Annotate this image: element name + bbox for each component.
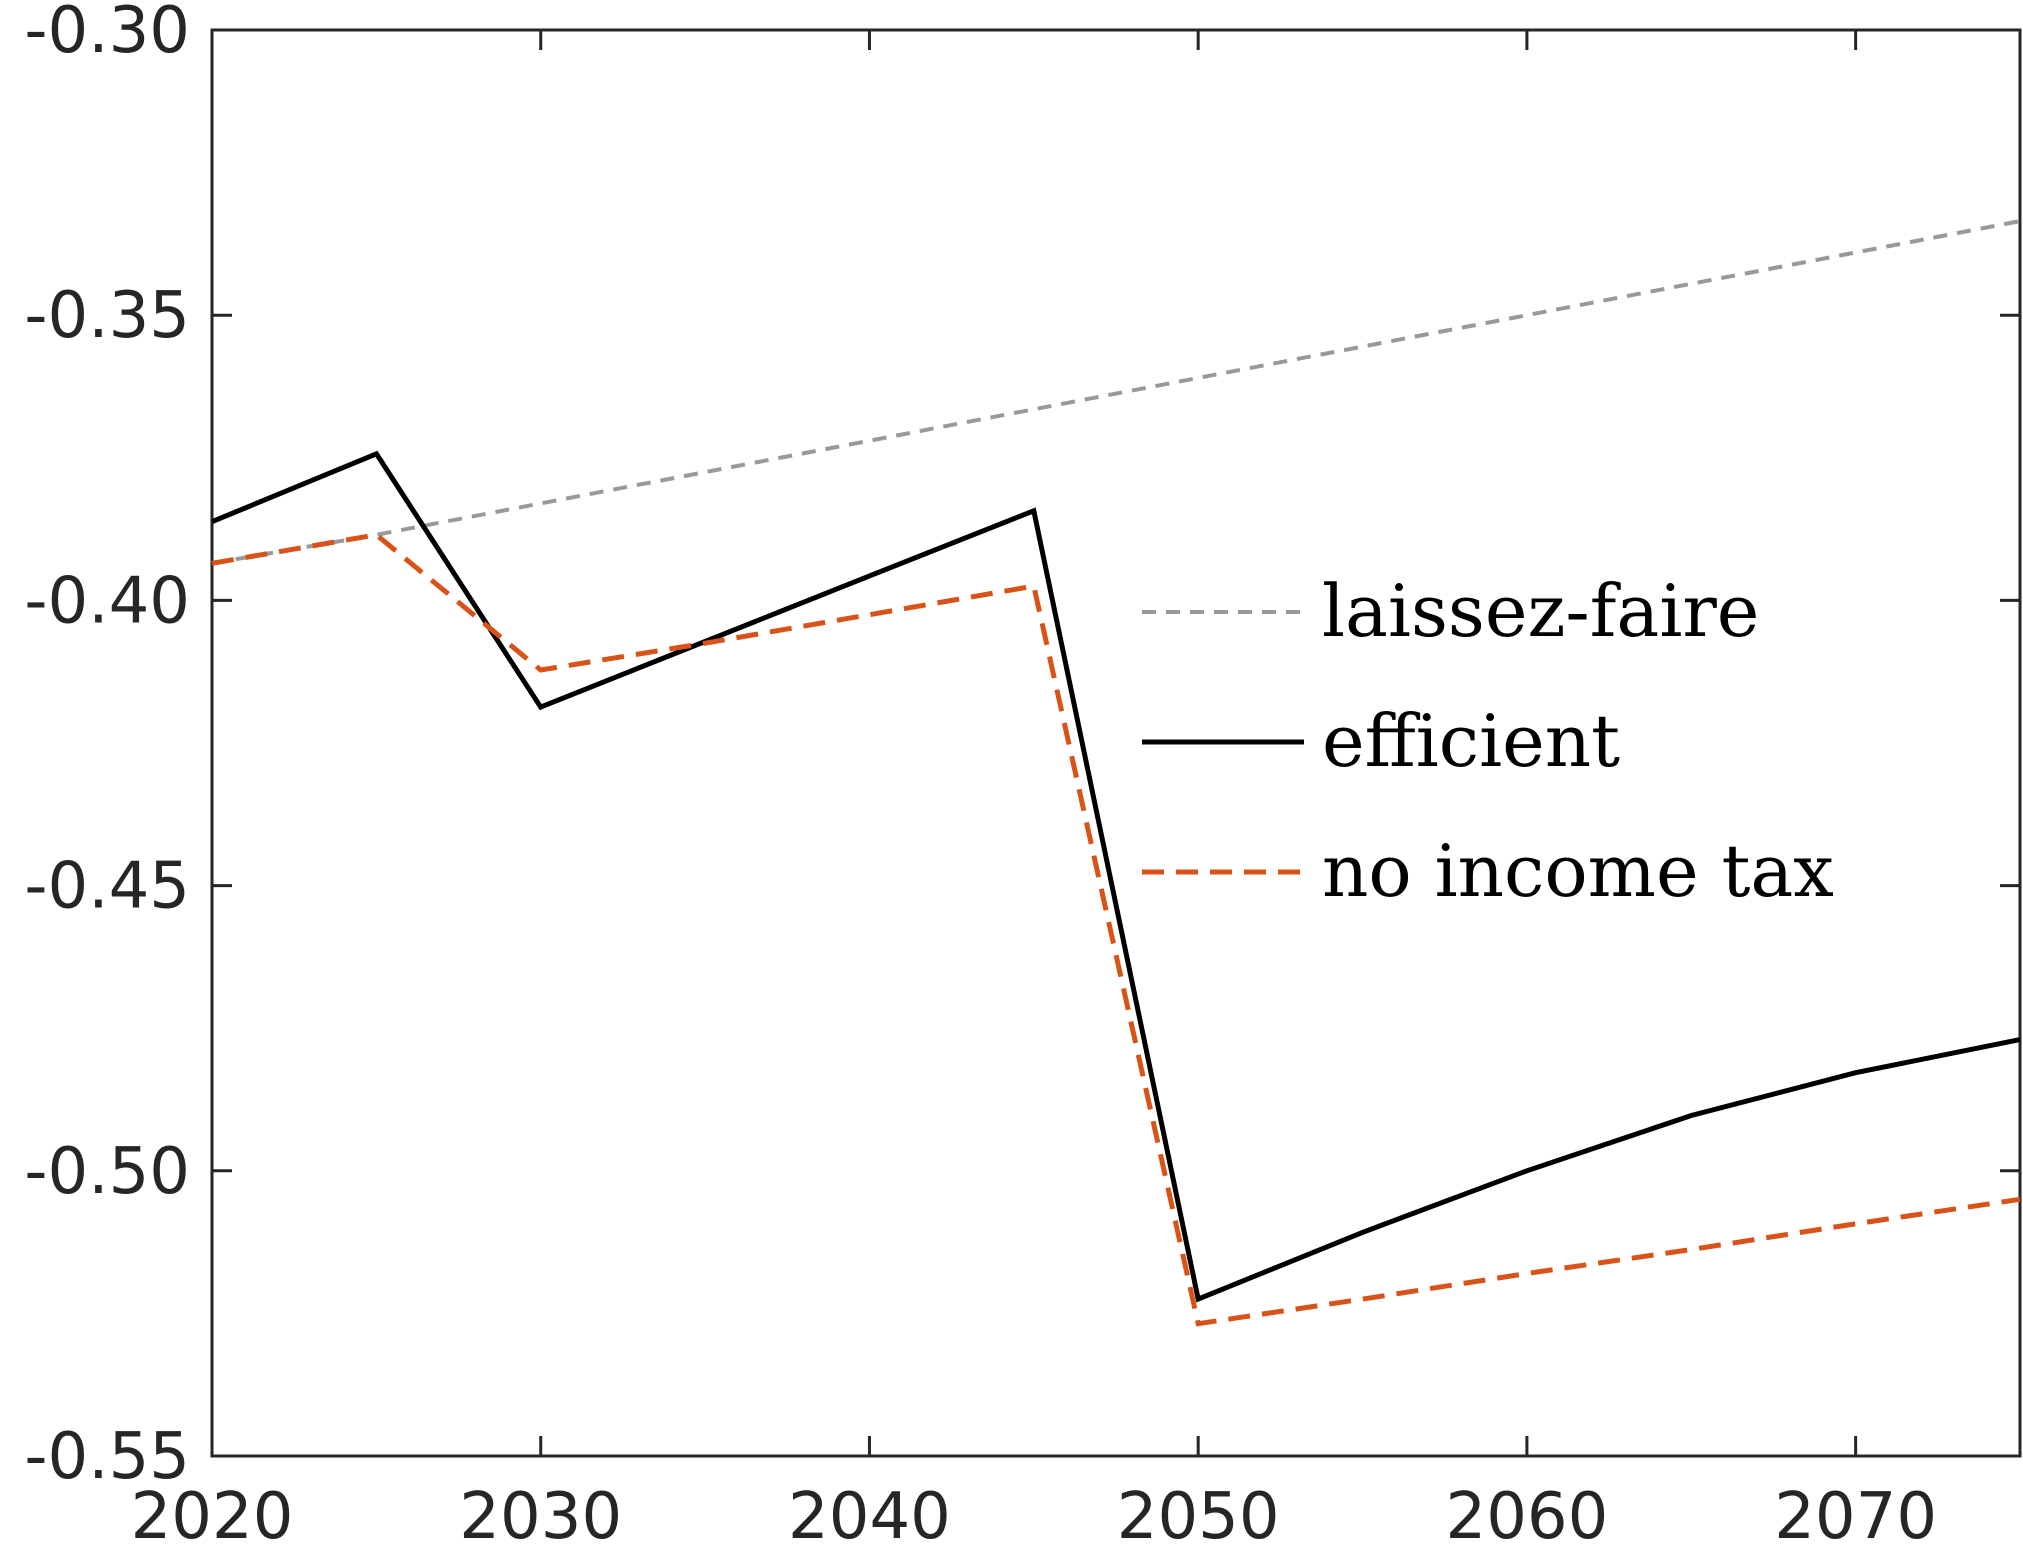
series-line-laissez-faire [211,219,2021,566]
x-tick-label: 2070 [1774,1480,1937,1554]
series-layer [211,219,2021,1327]
legend: laissez-faire efficient no income tax [1142,569,1834,913]
plot-area [210,28,2022,1458]
y-tick-label: -0.30 [24,0,190,68]
x-tick-label: 2060 [1445,1480,1608,1554]
x-tick-label: 2020 [131,1480,294,1554]
x-tick-label: 2030 [459,1480,622,1554]
series-line-no-income-tax [211,532,2021,1327]
y-tick-label: -0.50 [24,1135,190,1209]
y-tick-label: -0.45 [24,850,190,924]
x-tick-label: 2050 [1117,1480,1280,1554]
y-tick-label: -0.35 [24,279,190,353]
x-axis-ticks: 2020 2030 2040 2050 2060 2070 [131,30,1937,1554]
x-tick-label: 2040 [788,1480,951,1554]
axes-box [210,28,2022,1458]
y-tick-label: -0.40 [24,564,190,638]
legend-label: efficient [1322,699,1620,783]
series-line-efficient [211,450,2021,1303]
y-tick-label: -0.55 [24,1420,190,1494]
y-axis-ticks: -0.55 -0.50 -0.45 -0.40 -0.35 -0.30 [24,0,2020,1494]
legend-label: no income tax [1322,829,1834,913]
legend-label: laissez-faire [1322,569,1759,653]
